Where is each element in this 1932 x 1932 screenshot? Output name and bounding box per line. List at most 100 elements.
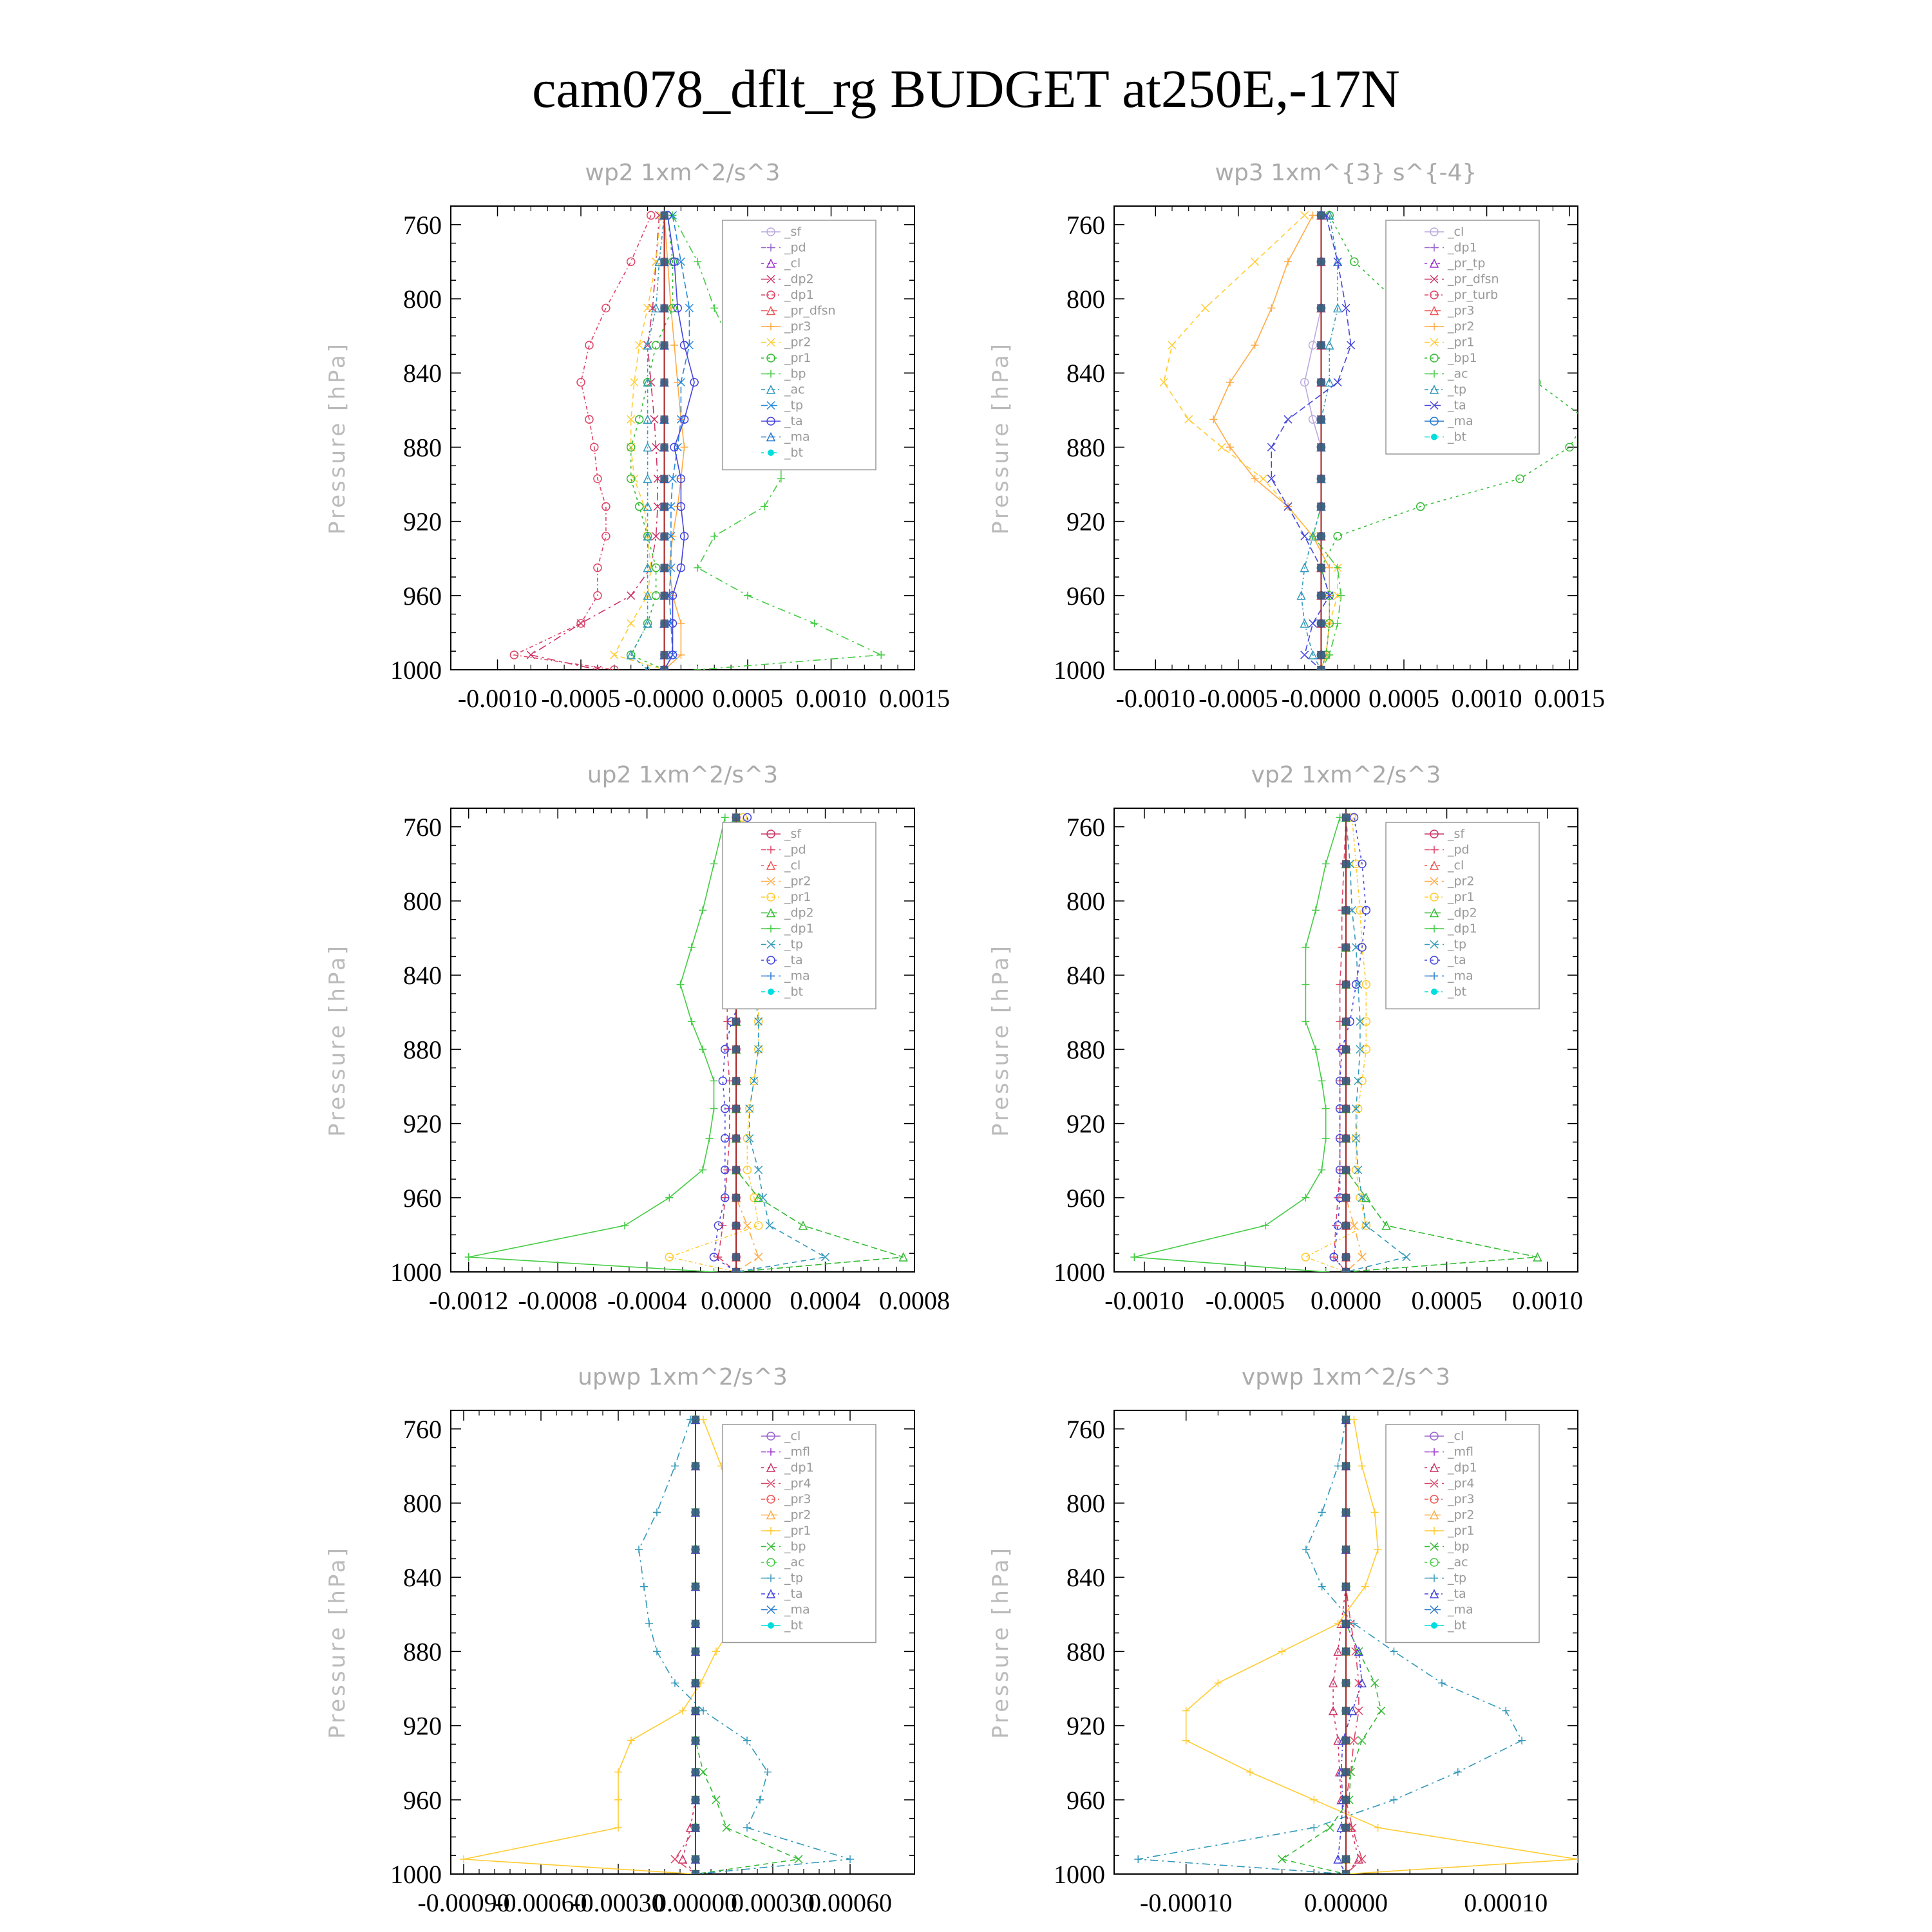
data-point <box>668 532 677 540</box>
data-point <box>1342 1679 1350 1687</box>
data-point <box>1300 211 1309 220</box>
y-tick-label: 800 <box>403 887 442 916</box>
legend-marker <box>766 940 775 949</box>
legend-entry-pd: _pd <box>784 241 806 255</box>
data-point <box>634 415 644 424</box>
x-tick-label: 0.00010 <box>1464 1888 1548 1917</box>
legend-marker <box>767 1574 775 1582</box>
legend-marker <box>766 1510 776 1520</box>
data-point <box>660 532 668 540</box>
data-point <box>687 1018 696 1026</box>
data-point <box>1358 1462 1366 1470</box>
data-point <box>1370 1508 1379 1517</box>
data-point <box>1342 1268 1350 1272</box>
y-tick-label: 920 <box>403 1712 442 1741</box>
y-tick-label: 880 <box>403 433 442 462</box>
data-point <box>1200 303 1209 312</box>
data-point <box>614 1795 622 1804</box>
legend-entry-ma: _ma <box>784 1603 810 1617</box>
legend-marker <box>1430 401 1439 410</box>
legend-entry-bt: _bt <box>784 1618 803 1633</box>
data-point <box>627 619 636 628</box>
data-point <box>1321 1134 1330 1142</box>
series-line-ta <box>663 215 695 670</box>
x-tick-label: 0.00030 <box>731 1888 815 1917</box>
data-point <box>692 1824 699 1832</box>
data-point <box>1334 564 1342 572</box>
data-point <box>1283 415 1293 424</box>
legend-entry-tp: _tp <box>784 1571 803 1586</box>
legend-marker <box>766 1605 775 1615</box>
data-point <box>1354 1166 1363 1175</box>
data-point <box>610 650 619 659</box>
data-point <box>1312 906 1320 914</box>
data-point <box>652 442 661 451</box>
data-point <box>718 1076 728 1086</box>
data-point <box>673 303 682 313</box>
legend-marker <box>766 274 775 284</box>
data-point <box>1325 619 1334 628</box>
data-point <box>509 650 519 659</box>
data-point <box>1332 256 1343 267</box>
data-point <box>1342 1824 1350 1832</box>
y-tick-label: 1000 <box>1054 656 1105 685</box>
data-point <box>1302 980 1310 989</box>
data-point <box>777 475 785 483</box>
legend-marker <box>1430 846 1438 854</box>
data-point <box>1296 591 1306 600</box>
data-point <box>694 564 702 572</box>
legend: _sf _pd_cl _pr2_pr1 _dp2 _dp1 _tp_ta _ma _bt <box>722 822 876 1010</box>
data-point <box>1342 1870 1350 1874</box>
data-point <box>652 532 661 541</box>
legend-entry-dp1: _dp1 <box>1447 241 1477 255</box>
legend-entry-pr2: _pr2 <box>784 1508 811 1522</box>
legend-marker <box>1430 370 1438 378</box>
data-point <box>1402 1253 1411 1262</box>
data-point <box>846 1855 854 1863</box>
data-point <box>694 258 702 266</box>
data-point <box>676 502 686 511</box>
data-point <box>732 1268 741 1272</box>
data-point <box>668 474 677 483</box>
data-point <box>692 1508 699 1517</box>
x-tick-label: 0.0008 <box>879 1286 950 1315</box>
data-point <box>668 591 677 600</box>
data-point <box>1317 620 1325 627</box>
data-point <box>1354 1076 1363 1085</box>
y-tick-label: 760 <box>403 211 442 240</box>
data-point <box>765 1221 774 1230</box>
legend-entry-pr2: _pr2 <box>1447 1508 1474 1522</box>
data-point <box>679 341 689 350</box>
legend-entry-dp1: _dp1 <box>784 922 814 936</box>
data-point <box>699 906 707 914</box>
data-point <box>1342 1855 1350 1863</box>
data-point <box>745 1134 754 1143</box>
data-point <box>1333 1854 1343 1864</box>
data-point <box>614 1824 622 1832</box>
data-point <box>627 1736 635 1745</box>
series-line-pd <box>1333 817 1347 1272</box>
data-point <box>1333 1221 1343 1230</box>
legend-entry-tp: _tp <box>1447 383 1466 397</box>
x-tick-label: 0.0004 <box>790 1286 861 1315</box>
data-point <box>1317 341 1325 349</box>
x-tick-label: -0.00060 <box>495 1888 587 1917</box>
legend-marker <box>1430 417 1439 426</box>
data-point <box>743 1133 752 1143</box>
legend-marker <box>1430 1432 1439 1441</box>
data-point <box>1416 502 1425 511</box>
x-tick-label: -0.00010 <box>1140 1888 1232 1917</box>
panel-title: up2 1xm^2/s^3 <box>587 762 778 788</box>
data-point <box>601 531 611 541</box>
data-point <box>1350 1620 1358 1628</box>
legend-entry-bt: _bt <box>1447 430 1466 444</box>
legend: _sf _pd_cl _pr2_pr1 _dp2 _dp1 _tp_ta _ma _bt <box>1385 822 1540 1010</box>
data-point <box>1342 1647 1350 1656</box>
data-point <box>1302 1546 1310 1553</box>
data-point <box>798 1220 808 1230</box>
data-point <box>1332 1222 1340 1229</box>
data-point <box>1342 1253 1350 1261</box>
y-tick-label: 960 <box>1066 582 1105 611</box>
data-point <box>1333 257 1342 266</box>
data-point <box>710 860 718 868</box>
